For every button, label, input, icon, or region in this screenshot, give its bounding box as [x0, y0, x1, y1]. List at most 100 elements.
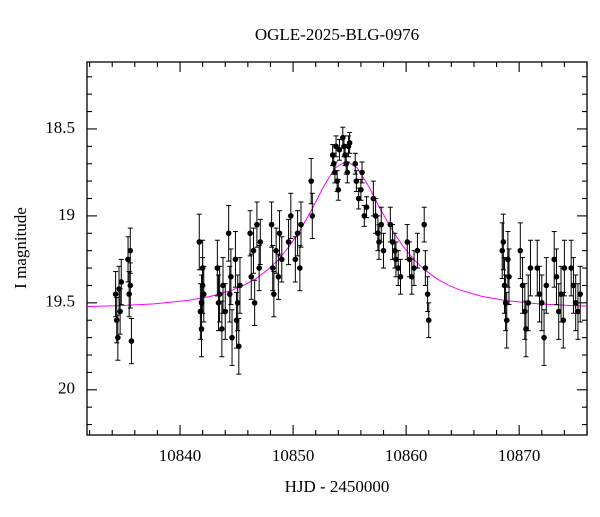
data-point [503, 317, 510, 324]
data-point [425, 317, 432, 324]
data-point [236, 343, 242, 350]
data-point [506, 273, 512, 280]
data-point [414, 247, 421, 254]
data-point [250, 247, 257, 254]
x-tick-label: 10860 [385, 446, 428, 465]
data-point [297, 265, 303, 271]
data-point [278, 256, 285, 263]
data-point [359, 169, 365, 176]
data-point [269, 265, 276, 271]
y-tick-label: 20 [58, 379, 75, 398]
data-point [393, 256, 399, 263]
data-point [358, 187, 364, 193]
data-point [538, 300, 545, 306]
data-point [234, 300, 241, 306]
y-axis-label: I magnitude [11, 207, 30, 289]
data-point [572, 300, 579, 306]
data-point [254, 221, 260, 228]
data-point [126, 291, 132, 297]
data-point [422, 265, 429, 271]
data-point [285, 239, 292, 245]
data-point [292, 256, 299, 263]
data-point [118, 279, 125, 285]
data-point [353, 178, 360, 184]
data-point [541, 334, 547, 341]
data-point [505, 256, 511, 263]
data-point [333, 143, 339, 150]
data-point [247, 230, 253, 237]
data-point [525, 300, 532, 306]
data-point [309, 213, 316, 219]
data-point [408, 273, 415, 280]
data-point [288, 213, 294, 219]
data-point [378, 221, 385, 228]
data-point [363, 204, 370, 211]
plot-frame [86, 61, 588, 436]
data-point [395, 265, 402, 271]
data-point [577, 291, 584, 297]
data-point [276, 230, 283, 237]
data-point [232, 256, 239, 263]
data-point [308, 178, 314, 184]
data-point [553, 273, 560, 280]
data-point [335, 187, 342, 193]
data-point [127, 282, 134, 289]
data-point [536, 291, 543, 297]
data-point [543, 282, 550, 289]
y-tick-label: 18.5 [45, 118, 75, 137]
data-point [237, 282, 243, 289]
data-point [551, 256, 558, 263]
x-tick-label: 10870 [498, 446, 541, 465]
data-point [397, 273, 404, 280]
data-point [499, 247, 506, 254]
data-point [226, 291, 233, 297]
data-point [198, 300, 205, 306]
data-point [375, 230, 381, 237]
data-point [112, 291, 119, 297]
data-point [517, 247, 524, 254]
data-point [352, 160, 359, 167]
data-point [256, 265, 262, 271]
data-point [500, 239, 507, 245]
data-point [115, 334, 121, 341]
data-point [225, 230, 232, 237]
data-point [389, 239, 396, 245]
data-point [575, 308, 581, 315]
data-point [200, 291, 207, 297]
x-tick-label: 10840 [159, 446, 202, 465]
data-point [275, 273, 282, 280]
data-point [522, 308, 528, 315]
data-point [421, 221, 428, 228]
data-point [268, 221, 275, 228]
data-point [570, 282, 577, 289]
data-point [411, 265, 417, 271]
data-point [424, 291, 431, 297]
data-point [251, 300, 258, 306]
data-point [561, 265, 568, 271]
data-point [257, 239, 264, 245]
data-point [248, 273, 255, 280]
data-point [298, 221, 304, 228]
y-tick-label: 19.5 [45, 292, 75, 311]
data-point [527, 265, 534, 271]
data-point [560, 317, 567, 324]
data-point [216, 291, 223, 297]
data-point [294, 230, 301, 237]
data-point [228, 273, 234, 280]
data-point [555, 308, 562, 315]
data-point [380, 247, 387, 254]
data-point [344, 169, 351, 176]
data-point [222, 308, 229, 315]
data-point [568, 265, 574, 271]
data-point [273, 247, 279, 254]
y-tick-label: 19 [58, 205, 75, 224]
data-point [219, 326, 225, 332]
data-point [229, 334, 235, 341]
x-axis-label: HJD - 2450000 [285, 477, 390, 496]
data-point [117, 308, 123, 315]
data-point [346, 140, 353, 146]
data-point [271, 291, 277, 297]
data-point [128, 338, 135, 344]
